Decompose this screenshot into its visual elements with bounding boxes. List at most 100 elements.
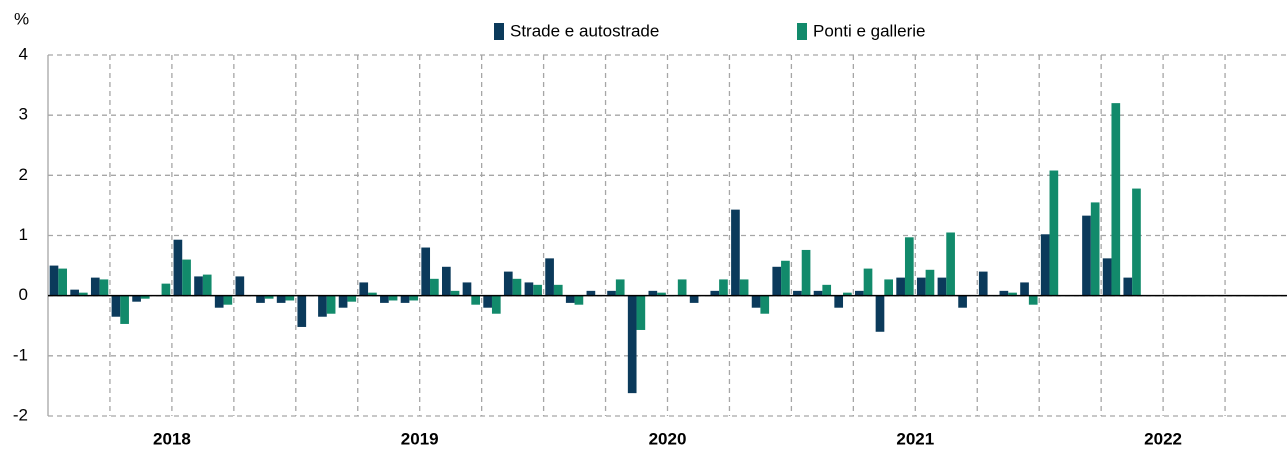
- bar: [276, 295, 286, 303]
- bar: [657, 292, 666, 296]
- bar: [553, 284, 563, 296]
- bar: [78, 292, 88, 296]
- bar: [760, 295, 770, 314]
- bar: [235, 276, 245, 296]
- bar: [574, 295, 584, 305]
- bar: [297, 295, 307, 327]
- bar: [161, 283, 171, 296]
- bar: [843, 292, 852, 296]
- bar: [834, 295, 844, 308]
- bar: [1102, 258, 1112, 296]
- bar: [648, 290, 658, 296]
- bar: [1132, 188, 1141, 296]
- bar: [421, 247, 431, 296]
- bar: [999, 290, 1009, 296]
- bar: [368, 292, 377, 296]
- y-tick-label: 3: [19, 105, 28, 124]
- bar: [202, 274, 212, 296]
- bar: [875, 295, 885, 332]
- y-tick-label: 2: [19, 165, 28, 184]
- bar: [173, 239, 183, 296]
- bar: [710, 290, 720, 296]
- bar: [731, 209, 740, 296]
- bar: [256, 295, 265, 303]
- bar: [58, 268, 67, 296]
- x-tick-label: 2021: [896, 429, 934, 448]
- bar: [409, 295, 419, 301]
- bar: [636, 295, 646, 330]
- bar: [120, 295, 129, 324]
- x-tick-label: 2018: [153, 429, 191, 448]
- bar: [772, 266, 782, 296]
- bar: [223, 295, 233, 305]
- bar: [338, 295, 348, 308]
- bar: [884, 279, 893, 296]
- bar: [1008, 292, 1017, 296]
- bar: [781, 260, 790, 296]
- bar: [615, 279, 625, 296]
- bar: [978, 271, 988, 296]
- bar: [450, 290, 460, 296]
- x-tick-label: 2020: [649, 429, 687, 448]
- bar: [347, 295, 357, 302]
- bar: [946, 232, 955, 296]
- bar: [99, 279, 109, 296]
- bar: [565, 295, 575, 303]
- bar: [214, 295, 224, 308]
- x-tick-label: 2022: [1144, 429, 1182, 448]
- bar: [545, 258, 554, 296]
- x-tick-label: 2019: [401, 429, 439, 448]
- bar: [400, 295, 410, 303]
- bar: [751, 295, 761, 308]
- bar: [471, 295, 480, 305]
- bar: [813, 290, 823, 296]
- bar: [1040, 234, 1050, 296]
- bar: [1020, 282, 1029, 296]
- bar: [49, 265, 59, 296]
- y-tick-label: -2: [13, 405, 28, 424]
- bar: [90, 277, 100, 296]
- bar: [483, 295, 492, 308]
- bar: [70, 289, 79, 296]
- bar: [182, 259, 191, 296]
- bar: [491, 295, 501, 314]
- bar: [380, 295, 389, 303]
- bar: [739, 279, 749, 296]
- bar: [793, 290, 802, 296]
- bar: [285, 295, 295, 301]
- bar: [326, 295, 336, 314]
- y-tick-label: 1: [19, 225, 28, 244]
- bar: [822, 284, 832, 296]
- bar: [430, 278, 439, 296]
- legend-swatch: [494, 23, 504, 40]
- bar: [925, 269, 935, 296]
- bar: [359, 282, 369, 296]
- bar: [1123, 277, 1133, 296]
- bar: [801, 249, 811, 296]
- y-tick-label: 4: [19, 44, 28, 63]
- bar: [677, 279, 687, 296]
- bar: [1090, 202, 1100, 296]
- bar: [896, 277, 905, 296]
- bar: [442, 266, 451, 296]
- y-tick-label: 0: [19, 285, 28, 304]
- bar: [904, 237, 914, 296]
- bar: [533, 284, 542, 296]
- bar: [264, 295, 274, 299]
- bar: [512, 278, 522, 296]
- bar: [1111, 103, 1121, 296]
- bar: [586, 290, 596, 296]
- bar: [1049, 170, 1059, 296]
- legend-swatch: [797, 23, 807, 40]
- legend-label: Ponti e gallerie: [813, 21, 925, 40]
- y-tick-label: -1: [13, 345, 28, 364]
- bar: [1028, 295, 1038, 305]
- y-axis-label: %: [14, 9, 29, 28]
- bar: [607, 290, 616, 296]
- bar: [318, 295, 327, 317]
- bar: [388, 295, 398, 301]
- legend-label: Strade e autostrade: [510, 21, 659, 40]
- bar: [524, 282, 534, 296]
- bar: [1082, 215, 1091, 296]
